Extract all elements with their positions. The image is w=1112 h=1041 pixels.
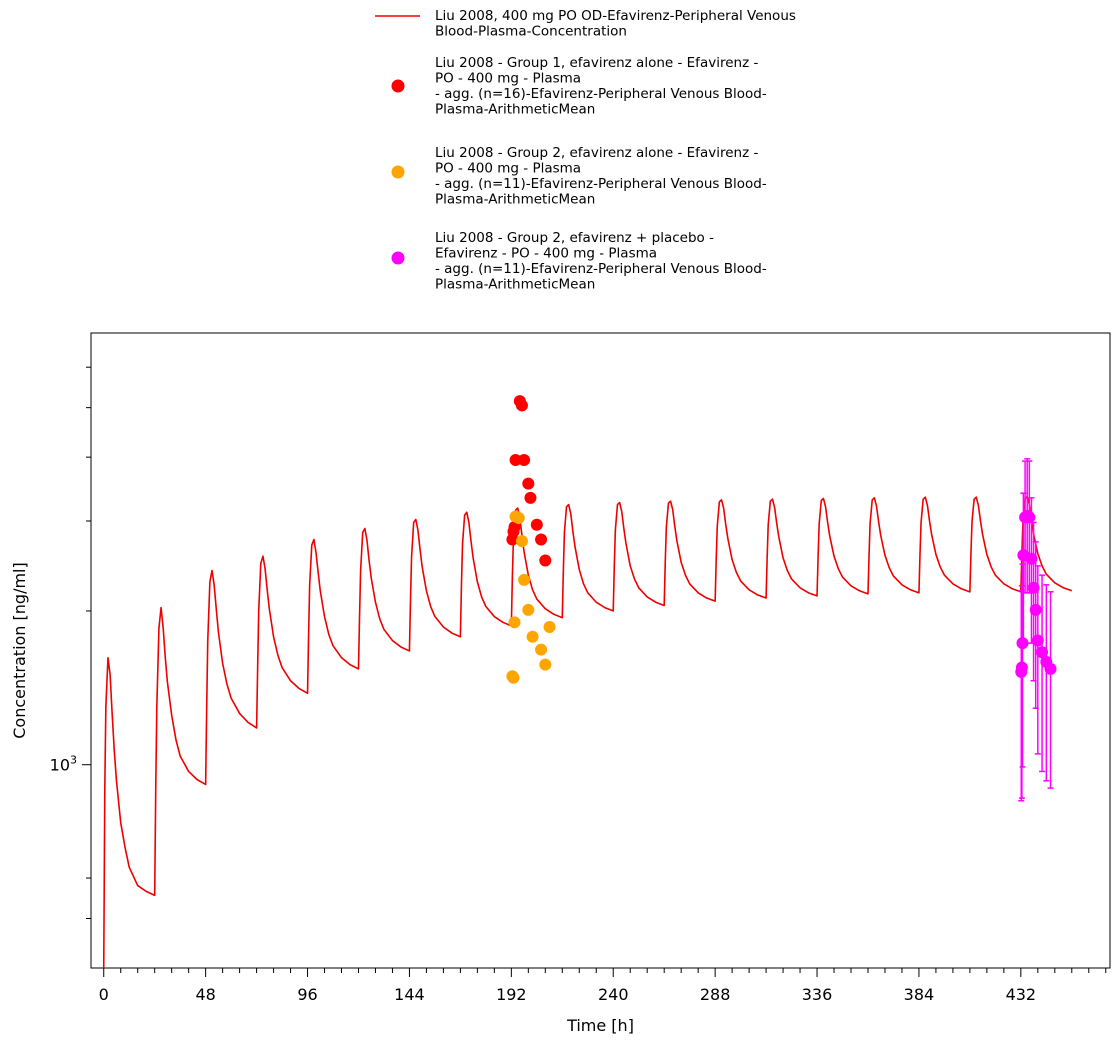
data-point (535, 643, 548, 656)
data-point (539, 554, 552, 567)
plot-area: 0 48 96 144 192 240 288 336 384 432 103 (50, 332, 1111, 1004)
x-tick-label: 384 (904, 985, 935, 1004)
data-point (1044, 662, 1057, 675)
y-axis: 103 (50, 366, 91, 919)
data-point (526, 630, 539, 643)
observed-series-3 (1015, 458, 1057, 802)
legend-marker-symbol (391, 79, 405, 93)
x-axis-title: Time [h] (566, 1016, 634, 1035)
data-point (518, 453, 531, 466)
data-point (507, 671, 520, 684)
legend-entry-observed-2: Liu 2008 - Group 2, efavirenz alone - Ef… (435, 145, 767, 208)
legend-entry-observed-3: Liu 2008 - Group 2, efavirenz + placebo … (435, 230, 767, 293)
x-tick-label: 96 (297, 985, 317, 1004)
data-point (1036, 646, 1049, 659)
data-point (1023, 511, 1036, 524)
x-tick-label: 288 (700, 985, 731, 1004)
data-point (508, 520, 521, 533)
series-layer (102, 395, 1073, 968)
simulation-line (102, 495, 1073, 968)
legend-entry-observed-1: Liu 2008 - Group 1, efavirenz alone - Ef… (435, 55, 767, 118)
data-point (539, 658, 552, 671)
legend-marker-symbol (391, 165, 405, 179)
data-point (535, 533, 548, 546)
observed-series-1 (506, 395, 552, 567)
data-point (1016, 637, 1029, 650)
data-point (1015, 661, 1028, 674)
x-tick-label: 432 (1006, 985, 1037, 1004)
x-tick-label: 144 (394, 985, 425, 1004)
y-axis-title: Concentration [ng/ml] (10, 562, 29, 738)
data-point (1025, 552, 1038, 565)
data-point (1027, 581, 1040, 594)
data-point (543, 621, 556, 634)
data-point (508, 616, 521, 629)
x-tick-label: 48 (195, 985, 215, 1004)
data-point (524, 491, 537, 504)
x-tick-label: 240 (598, 985, 629, 1004)
x-tick-label: 336 (802, 985, 833, 1004)
data-point (1031, 634, 1044, 647)
legend: Liu 2008, 400 mg PO OD-Efavirenz-Periphe… (375, 8, 796, 293)
data-point (509, 453, 522, 466)
x-tick-label: 0 (99, 985, 109, 1004)
data-point (522, 477, 535, 490)
data-point (512, 512, 525, 525)
data-point (530, 518, 543, 531)
observed-series-2 (506, 510, 556, 684)
data-point (515, 399, 528, 412)
data-point (522, 603, 535, 616)
data-point (1029, 603, 1042, 616)
data-point (515, 535, 528, 548)
legend-marker-symbol (391, 251, 405, 265)
y-tick-label: 103 (50, 754, 77, 775)
x-axis: 0 48 96 144 192 240 288 336 384 432 (99, 968, 1107, 1004)
plot-frame (90, 332, 1111, 969)
legend-entry-simulation: Liu 2008, 400 mg PO OD-Efavirenz-Periphe… (435, 8, 796, 40)
x-tick-label: 192 (496, 985, 527, 1004)
data-point (518, 573, 531, 586)
